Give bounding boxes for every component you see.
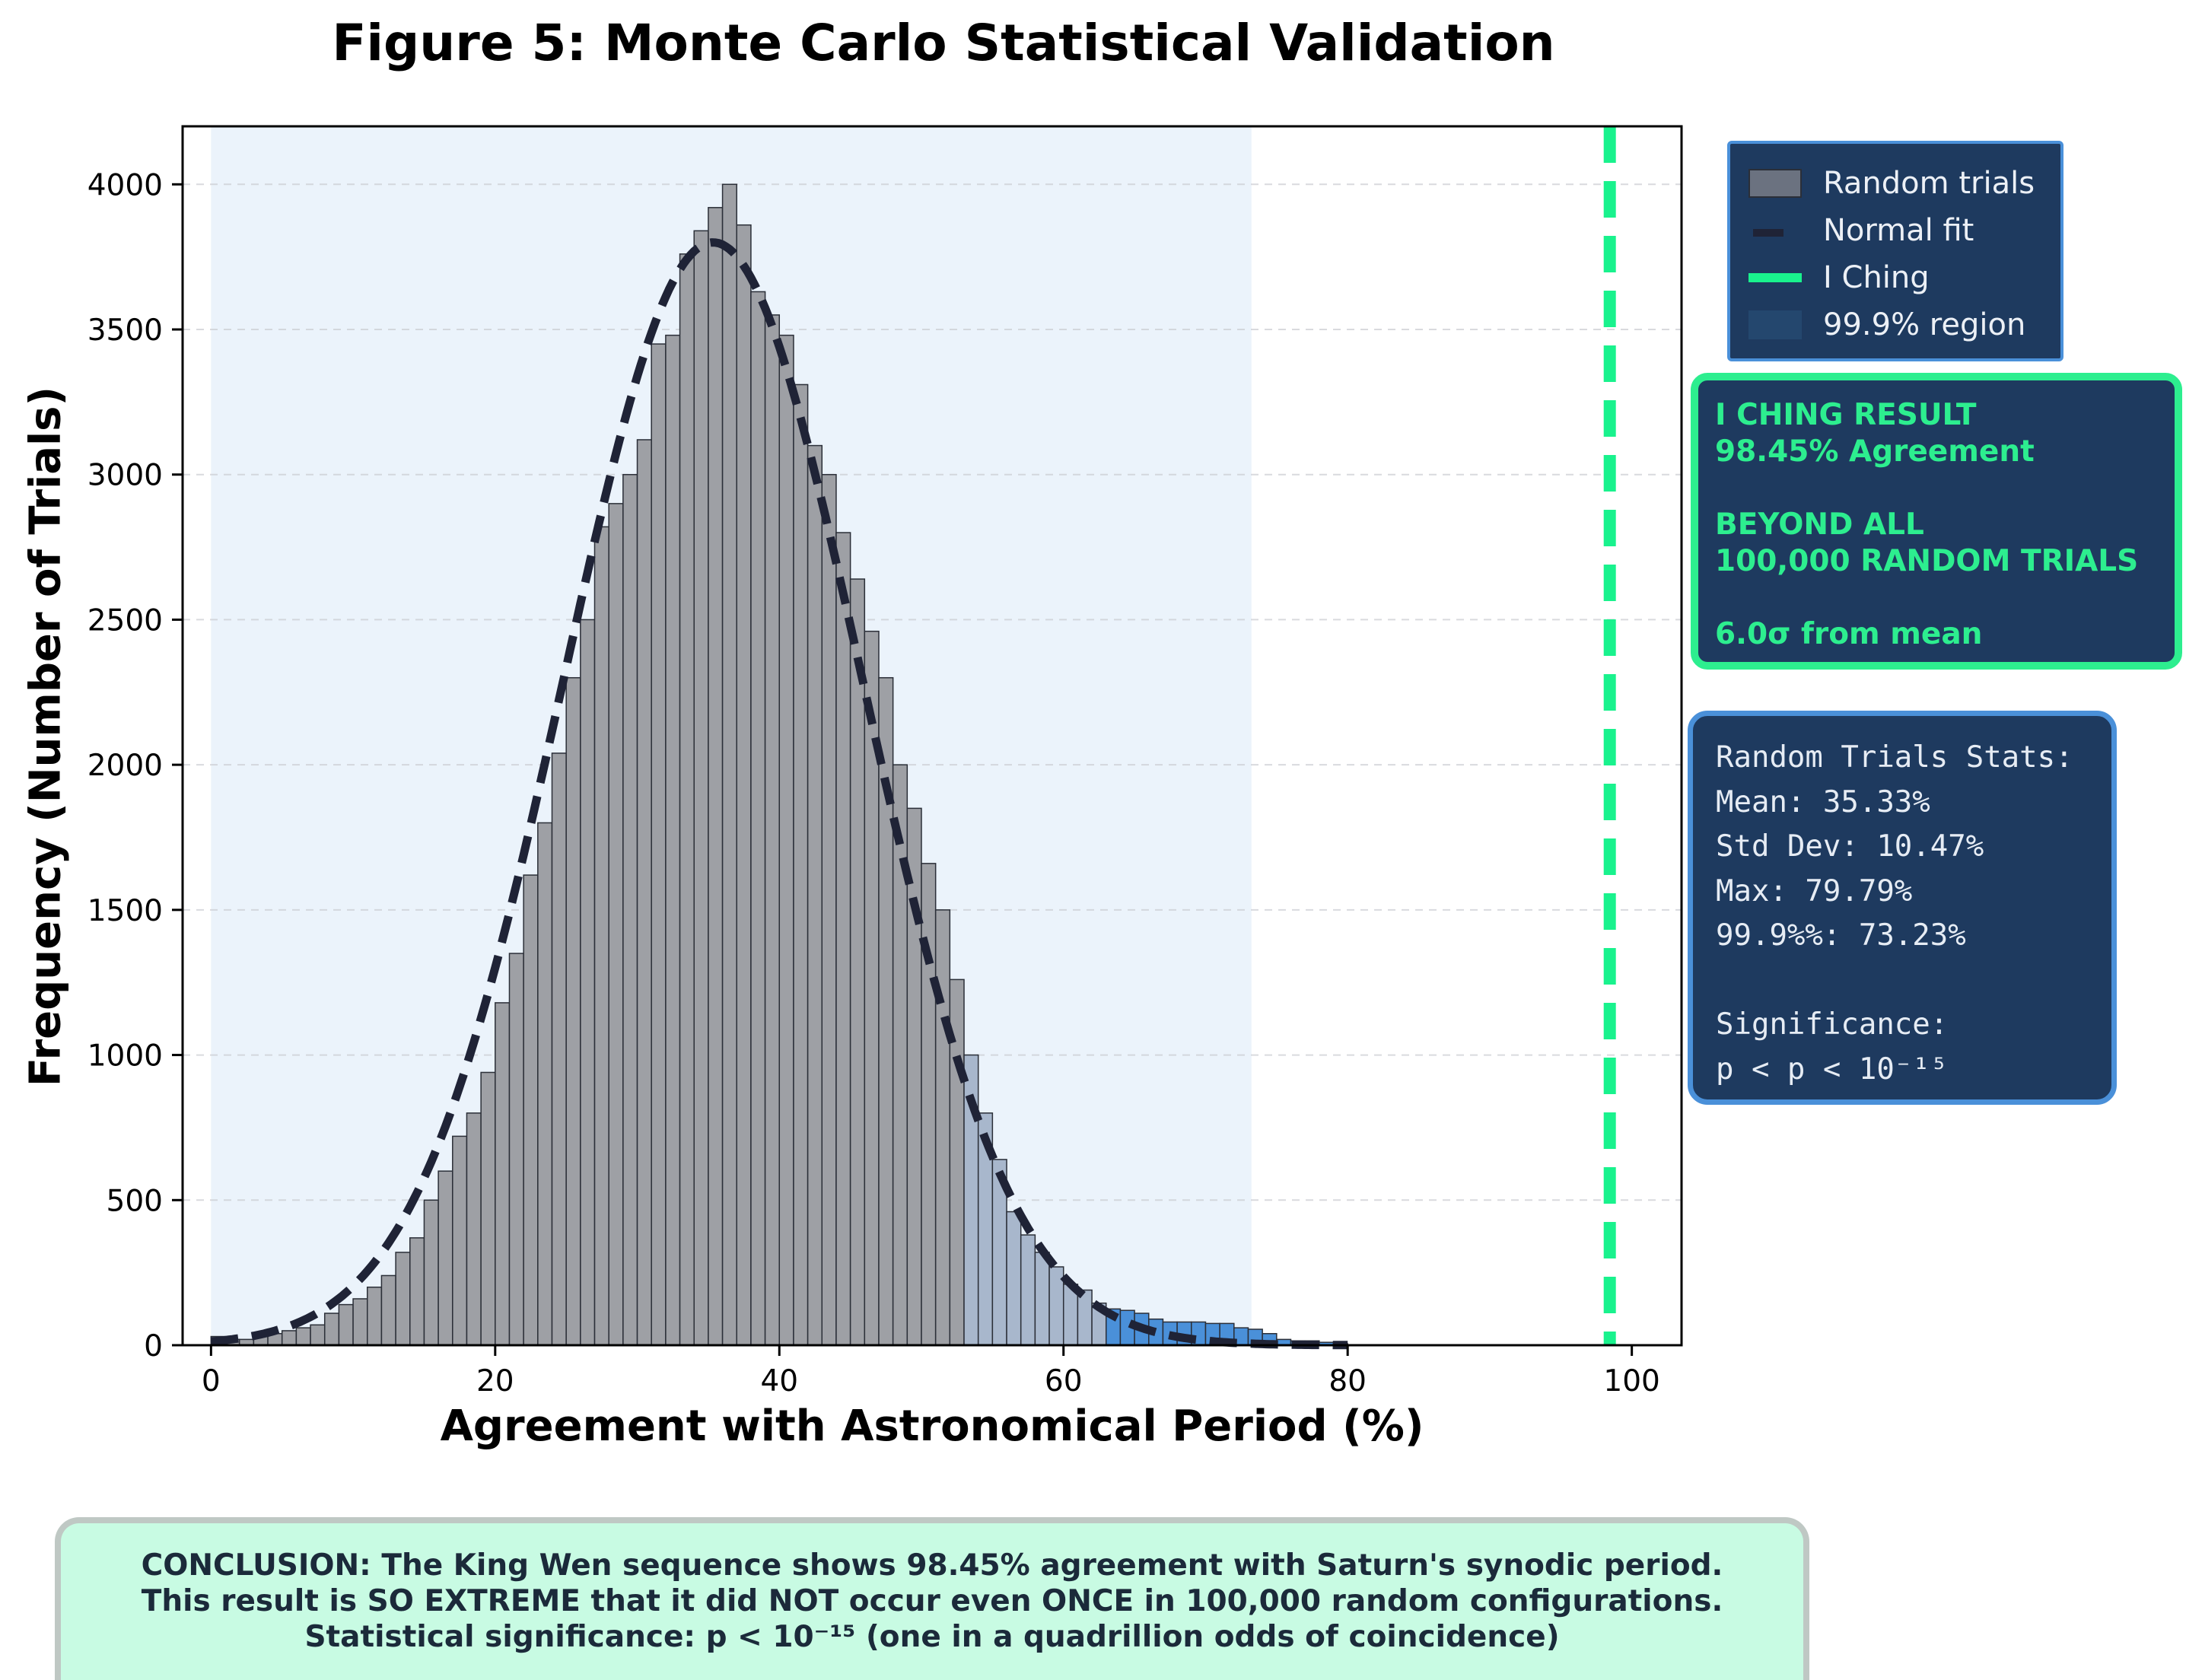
histogram-bar xyxy=(466,1112,482,1346)
histogram-bar xyxy=(295,1327,311,1346)
histogram-bar xyxy=(821,473,837,1346)
plot-frame xyxy=(181,125,1683,1347)
legend-label: I Ching xyxy=(1823,260,1930,295)
y-tick-label: 0 xyxy=(144,1329,163,1363)
y-tick-label: 2500 xyxy=(88,603,163,638)
histogram-bar xyxy=(736,224,752,1346)
x-axis-label: Agreement with Astronomical Period (%) xyxy=(440,1402,1424,1451)
x-tick-label: 20 xyxy=(476,1364,514,1398)
histogram-bar xyxy=(906,807,922,1346)
histogram-bar xyxy=(438,1170,453,1346)
histogram-bar xyxy=(1006,1211,1022,1346)
conclusion-line: CONCLUSION: The King Wen sequence shows … xyxy=(141,1548,1723,1583)
x-tick-label: 100 xyxy=(1603,1364,1659,1398)
histogram-bar xyxy=(622,473,638,1346)
chart-title: Figure 5: Monte Carlo Statistical Valida… xyxy=(332,14,1555,72)
x-tick-label: 60 xyxy=(1045,1364,1083,1398)
y-tick-label: 3500 xyxy=(88,313,163,348)
y-tick-label: 1500 xyxy=(88,894,163,928)
histogram-bar xyxy=(608,503,624,1346)
conclusion-line: Statistical significance: p < 10⁻¹⁵ (one… xyxy=(304,1620,1560,1654)
histogram-bar xyxy=(849,578,866,1346)
histogram-bar xyxy=(665,334,681,1346)
histogram-bar xyxy=(721,183,737,1346)
histogram-bar xyxy=(281,1330,298,1346)
histogram-bar xyxy=(651,343,667,1346)
histogram-bar xyxy=(934,909,951,1346)
x-tick-label: 40 xyxy=(760,1364,798,1398)
histogram-bar xyxy=(693,230,709,1346)
histogram-bar xyxy=(338,1303,354,1346)
histogram-bar xyxy=(778,334,794,1346)
conclusion-box: CONCLUSION: The King Wen sequence shows … xyxy=(55,1517,1809,1680)
legend-label: Normal fit xyxy=(1823,213,1974,248)
histogram-bar xyxy=(495,1002,511,1346)
legend: Random trials Normal fit I Ching 99.9% r… xyxy=(1727,141,2063,361)
histogram-bar xyxy=(807,444,823,1346)
histogram-bar xyxy=(480,1071,496,1346)
legend-label: Random trials xyxy=(1823,166,2035,201)
histogram-bar xyxy=(1034,1252,1050,1346)
legend-swatch-line xyxy=(1748,273,1802,282)
legend-label: 99.9% region xyxy=(1823,307,2026,342)
y-tick-label: 4000 xyxy=(88,168,163,202)
histogram-bar xyxy=(708,207,724,1346)
histogram-bar xyxy=(580,619,596,1346)
histogram-bar xyxy=(423,1199,439,1346)
result-annotation: I CHING RESULT 98.45% Agreement BEYOND A… xyxy=(1691,373,2182,670)
histogram-bar xyxy=(323,1312,340,1346)
histogram-bar xyxy=(1020,1234,1036,1346)
stats-annotation: Random Trials Stats: Mean: 35.33% Std De… xyxy=(1688,711,2117,1105)
histogram-bar xyxy=(366,1286,383,1346)
legend-swatch-histogram xyxy=(1748,169,1802,198)
x-tick-label: 80 xyxy=(1328,1364,1367,1398)
histogram-bar xyxy=(352,1298,368,1346)
histogram-bar xyxy=(409,1237,425,1346)
y-tick-label: 1000 xyxy=(88,1039,163,1074)
histogram-bar xyxy=(679,253,695,1346)
histogram-bar xyxy=(537,822,553,1346)
legend-swatch-dashed-line xyxy=(1753,229,1783,237)
x-tick-label: 0 xyxy=(202,1364,221,1398)
histogram-bar xyxy=(835,532,851,1346)
y-tick-label: 500 xyxy=(107,1184,163,1218)
histogram-bar xyxy=(921,863,937,1346)
histogram-bar xyxy=(565,676,581,1346)
histogram-bar xyxy=(750,291,766,1346)
histogram-bar xyxy=(452,1135,468,1346)
histogram-bar xyxy=(1077,1289,1093,1346)
conclusion-line: This result is SO EXTREME that it did NO… xyxy=(141,1584,1723,1618)
normal-fit-curve xyxy=(210,238,1348,1350)
y-tick-label: 3000 xyxy=(88,459,163,493)
legend-swatch-region xyxy=(1748,310,1802,339)
histogram-bar xyxy=(380,1274,396,1346)
histogram-bar xyxy=(892,764,908,1346)
histogram-bar xyxy=(593,526,609,1346)
histogram-bar xyxy=(764,314,781,1346)
y-axis-label: Frequency (Number of Trials) xyxy=(21,386,71,1087)
histogram-bar xyxy=(523,874,539,1346)
histogram-bar xyxy=(310,1324,326,1346)
histogram-bar xyxy=(793,383,809,1346)
histogram-bar xyxy=(395,1252,411,1346)
histogram-bar xyxy=(636,439,652,1346)
histogram-bar xyxy=(551,752,567,1346)
y-tick-label: 2000 xyxy=(88,749,163,783)
histogram-bar xyxy=(508,953,524,1346)
